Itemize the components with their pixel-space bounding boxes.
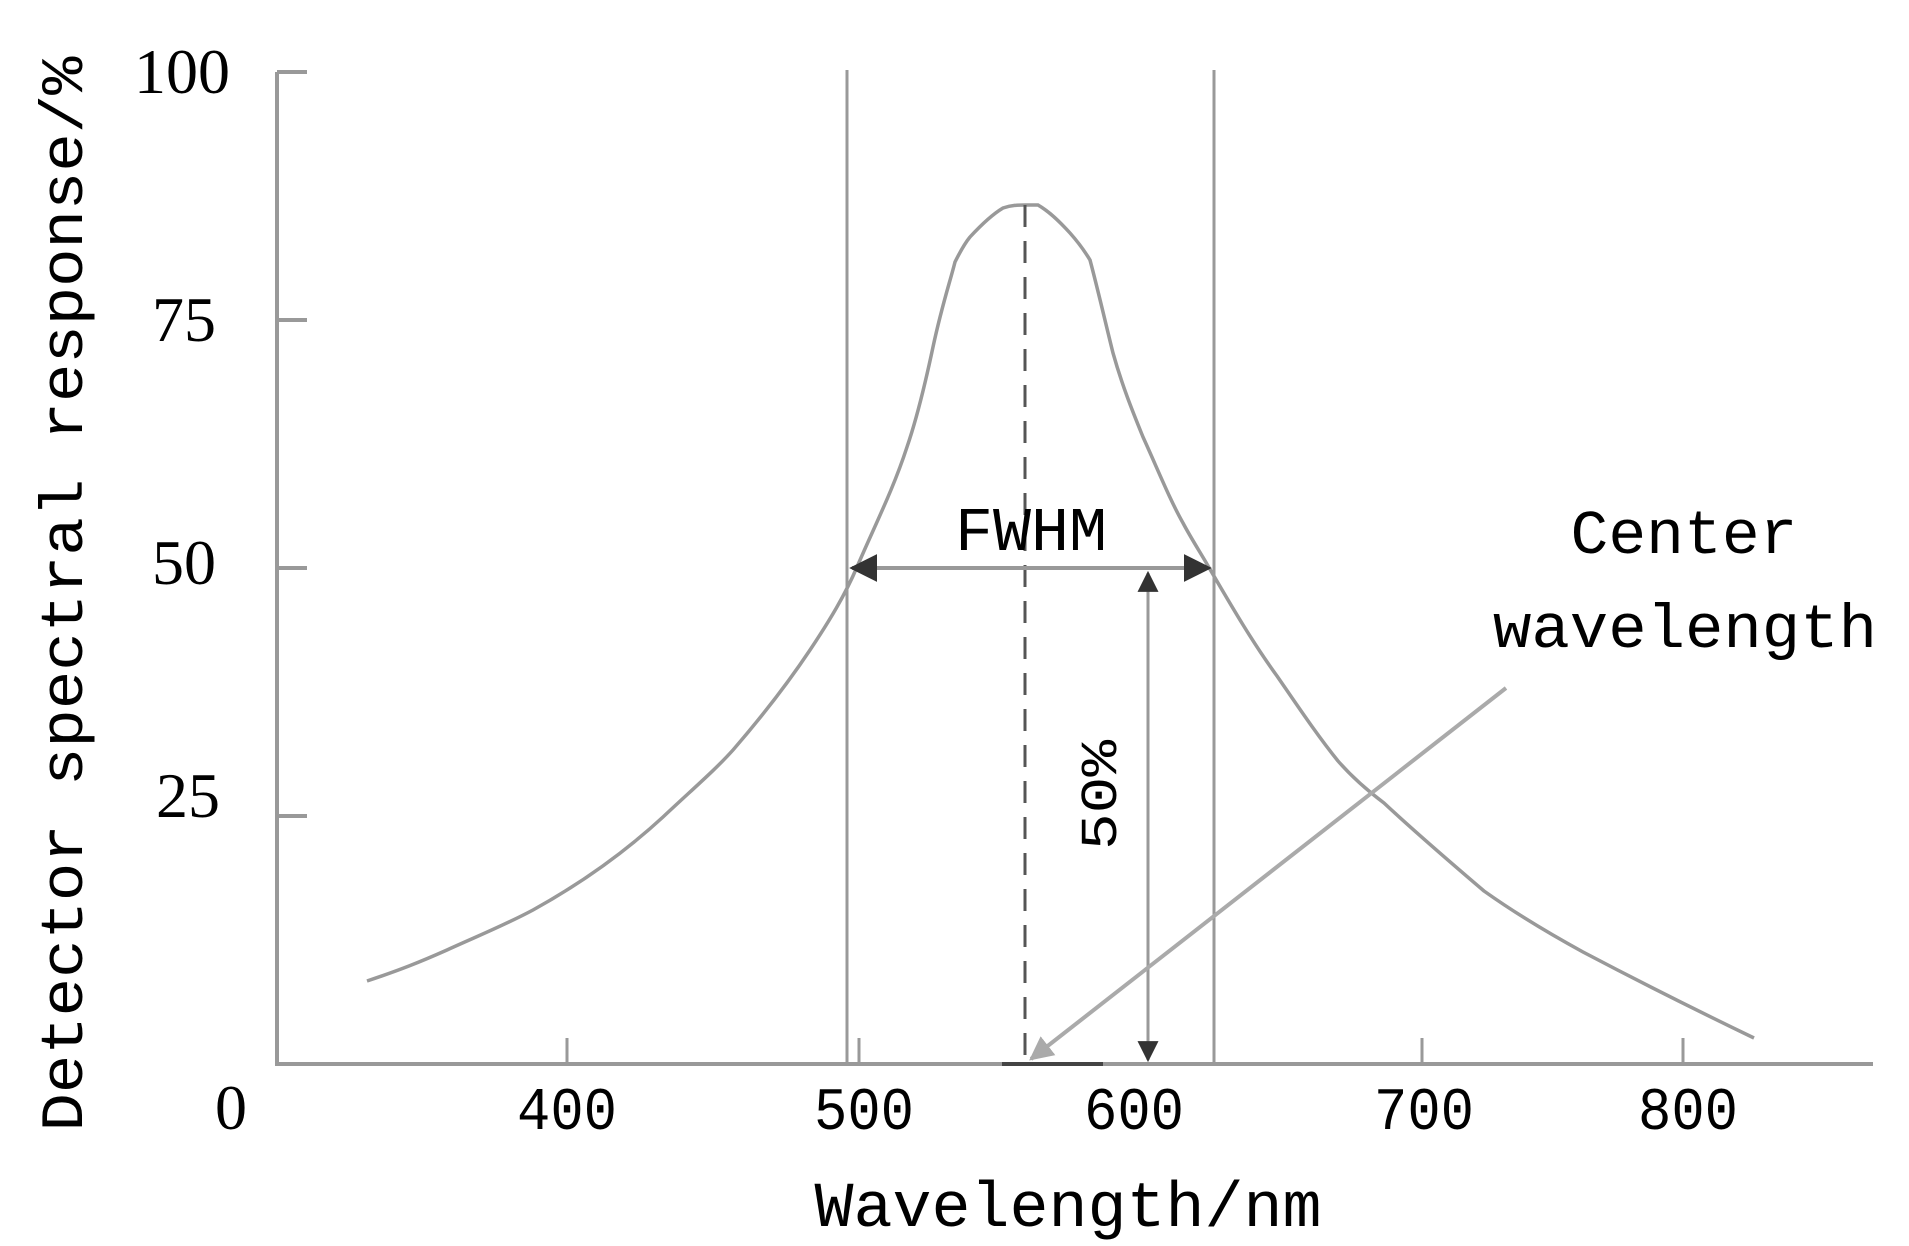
x-tick-label-800: 800 xyxy=(1638,1080,1738,1148)
center-label-line1: Center xyxy=(1571,501,1798,572)
fifty-percent-label: 50% xyxy=(1073,739,1132,850)
y-tick-label-25: 25 xyxy=(156,760,220,831)
x-axis-title: Wavelength/nm xyxy=(815,1174,1322,1246)
x-tick-label-700: 700 xyxy=(1374,1080,1474,1148)
center-wavelength-pointer xyxy=(1029,686,1508,1061)
y-axis-title: Detector spectral response/% xyxy=(33,55,101,1131)
fwhm-label: FWHM xyxy=(955,498,1107,569)
x-tick-label-600: 600 xyxy=(1084,1080,1184,1148)
y-tick-label-50: 50 xyxy=(152,527,216,598)
y-tick-label-75: 75 xyxy=(152,284,216,355)
x-tick-label-500: 500 xyxy=(814,1080,914,1148)
x-tick-label-400: 400 xyxy=(517,1080,617,1148)
y-axis xyxy=(275,70,307,1064)
center-label-line2: wavelength xyxy=(1493,595,1877,666)
y-tick-label-0: 0 xyxy=(215,1072,247,1143)
y-tick-label-100: 100 xyxy=(134,36,230,107)
x-axis xyxy=(275,1038,1873,1066)
response-curve xyxy=(366,203,1755,1040)
